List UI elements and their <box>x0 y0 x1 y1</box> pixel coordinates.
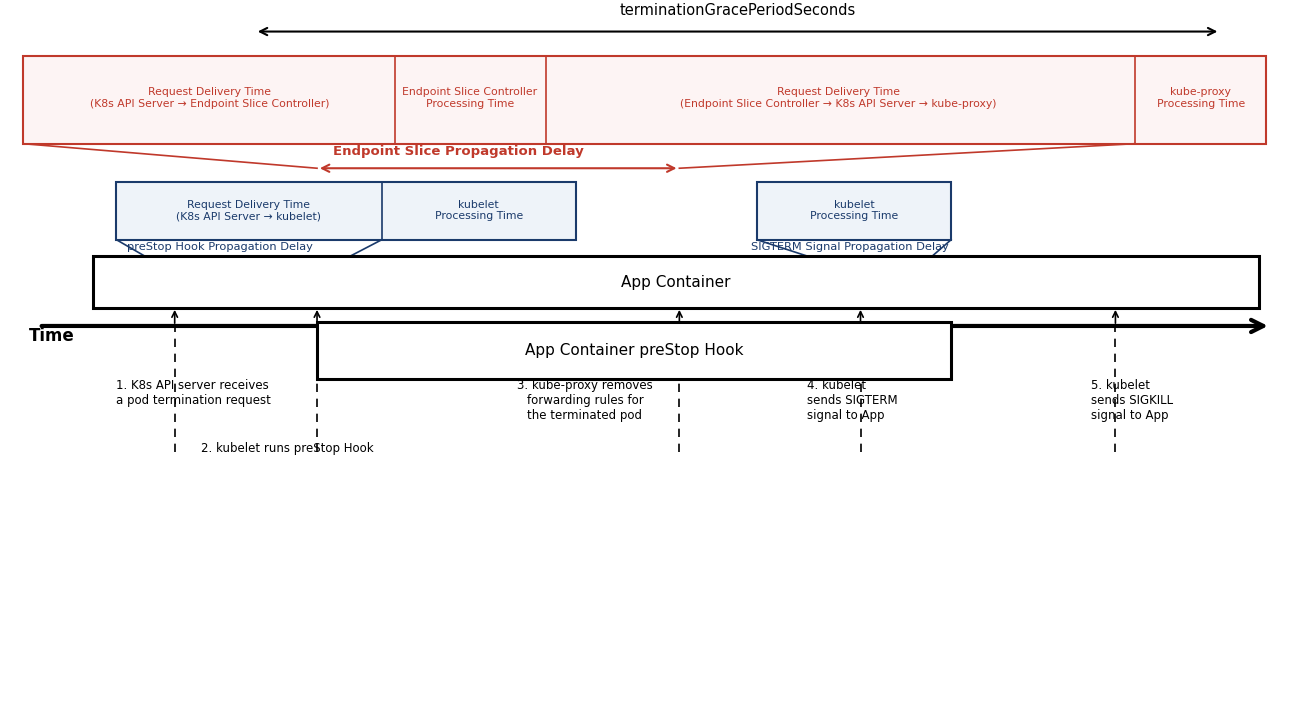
Text: Request Delivery Time
(K8s API Server → Endpoint Slice Controller): Request Delivery Time (K8s API Server → … <box>89 88 330 109</box>
Text: Endpoint Slice Controller
Processing Time: Endpoint Slice Controller Processing Tim… <box>402 88 537 109</box>
Text: 3. kube-proxy removes
forwarding rules for
the terminated pod: 3. kube-proxy removes forwarding rules f… <box>518 379 652 421</box>
Bar <box>93 256 1259 308</box>
Text: SIGTERM Signal Propagation Delay: SIGTERM Signal Propagation Delay <box>751 243 949 252</box>
Bar <box>317 322 951 379</box>
Text: terminationGracePeriodSeconds: terminationGracePeriodSeconds <box>620 3 855 18</box>
Text: Time: Time <box>28 327 74 346</box>
Text: Request Delivery Time
(K8s API Server → kubelet): Request Delivery Time (K8s API Server → … <box>176 200 321 221</box>
Text: 5. kubelet
sends SIGKILL
signal to App: 5. kubelet sends SIGKILL signal to App <box>1091 379 1172 421</box>
Bar <box>116 182 576 240</box>
Text: Request Delivery Time
(Endpoint Slice Controller → K8s API Server → kube-proxy): Request Delivery Time (Endpoint Slice Co… <box>681 88 996 109</box>
Bar <box>23 56 1266 144</box>
Bar <box>757 182 951 240</box>
Text: kube-proxy
Processing Time: kube-proxy Processing Time <box>1157 88 1245 109</box>
Text: Endpoint Slice Propagation Delay: Endpoint Slice Propagation Delay <box>333 145 584 158</box>
Text: 2. kubelet runs preStop Hook: 2. kubelet runs preStop Hook <box>201 442 373 455</box>
Text: preStop Hook Propagation Delay: preStop Hook Propagation Delay <box>127 243 313 252</box>
Text: 4. kubelet
sends SIGTERM
signal to App: 4. kubelet sends SIGTERM signal to App <box>807 379 898 421</box>
Text: kubelet
Processing Time: kubelet Processing Time <box>435 200 523 221</box>
Text: 1. K8s API server receives
a pod termination request: 1. K8s API server receives a pod termina… <box>116 379 272 407</box>
Text: App Container: App Container <box>621 275 731 290</box>
Text: App Container preStop Hook: App Container preStop Hook <box>525 343 743 358</box>
Text: kubelet
Processing Time: kubelet Processing Time <box>810 200 898 221</box>
